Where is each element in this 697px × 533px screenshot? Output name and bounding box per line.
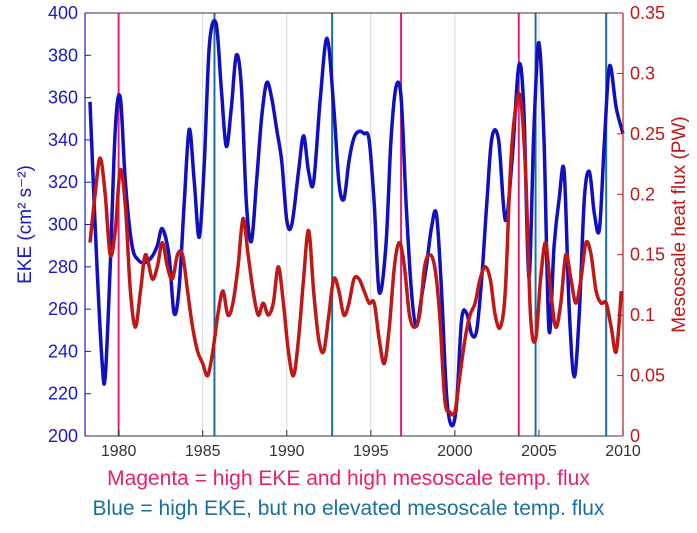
left-tick-label: 300 bbox=[48, 215, 78, 235]
x-tick-label: 2005 bbox=[521, 443, 557, 460]
right-tick-label: 0.2 bbox=[630, 184, 655, 204]
left-tick-label: 200 bbox=[48, 426, 78, 446]
caption-blue: Blue = high EKE, but no elevated mesosca… bbox=[92, 497, 605, 520]
left-tick-label: 260 bbox=[48, 299, 78, 319]
x-tick-label: 1995 bbox=[353, 443, 389, 460]
x-tick-label: 1990 bbox=[269, 443, 305, 460]
right-tick-label: 0.1 bbox=[630, 305, 655, 325]
axes: 1980 1985 1990 1995 2000 2005 2010 200 220 240 260… bbox=[15, 3, 690, 460]
caption-magenta: Magenta = high EKE and high mesoscale te… bbox=[107, 467, 590, 490]
highlight-lines bbox=[117, 13, 608, 436]
x-tick-label: 2000 bbox=[437, 443, 473, 460]
series-lines bbox=[88, 18, 625, 428]
left-tick-label: 360 bbox=[48, 88, 78, 108]
left-tick-label: 240 bbox=[48, 341, 78, 361]
left-tick-label: 340 bbox=[48, 130, 78, 150]
heat-flux-series-line bbox=[88, 91, 624, 417]
left-tick-label: 400 bbox=[48, 3, 78, 23]
right-tick-label: 0.35 bbox=[630, 3, 665, 23]
x-tick-label: 1980 bbox=[101, 443, 137, 460]
right-tick-label: 0 bbox=[630, 426, 640, 446]
left-tick-label: 320 bbox=[48, 172, 78, 192]
eke-series-line bbox=[88, 18, 625, 428]
right-tick-label: 0.25 bbox=[630, 124, 665, 144]
right-axis-title: Mesoscale heat flux (PW) bbox=[669, 116, 690, 332]
right-tick-label: 0.05 bbox=[630, 366, 665, 386]
chart: 1980 1985 1990 1995 2000 2005 2010 200 220 240 260… bbox=[15, 3, 690, 460]
left-axis-title: EKE (cm² s⁻²) bbox=[15, 165, 36, 284]
x-tick-label: 2010 bbox=[605, 443, 641, 460]
left-tick-label: 280 bbox=[48, 257, 78, 277]
right-tick-label: 0.3 bbox=[630, 63, 655, 83]
right-tick-label: 0.15 bbox=[630, 245, 665, 265]
x-tick-label: 1985 bbox=[185, 443, 221, 460]
left-tick-label: 380 bbox=[48, 45, 78, 65]
left-tick-label: 220 bbox=[48, 384, 78, 404]
